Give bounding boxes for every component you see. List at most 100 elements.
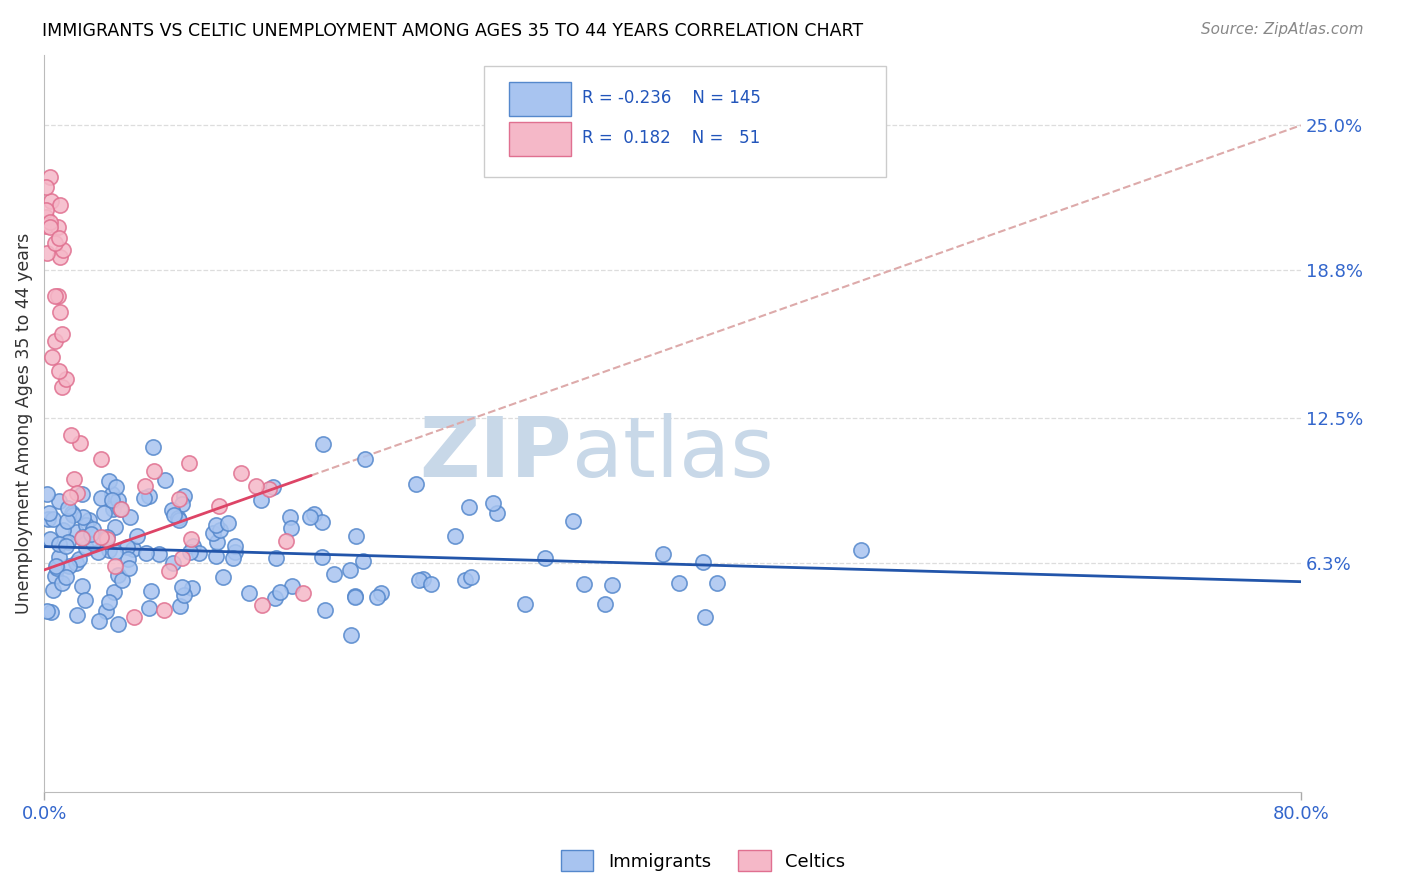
Point xyxy=(222,551,245,566)
Point xyxy=(65,556,87,570)
Point xyxy=(56,514,79,528)
Text: R =  0.182    N =   51: R = 0.182 N = 51 xyxy=(582,129,761,147)
Point xyxy=(692,555,714,569)
Point xyxy=(44,289,66,303)
Point xyxy=(37,487,59,501)
Point xyxy=(55,371,77,385)
Point xyxy=(593,597,616,611)
Point xyxy=(108,502,131,516)
Point xyxy=(157,565,180,579)
Point xyxy=(107,616,129,631)
Point xyxy=(52,523,75,537)
Point xyxy=(72,487,94,501)
Point xyxy=(44,334,66,348)
Point xyxy=(167,511,190,525)
Point xyxy=(370,586,392,600)
Point xyxy=(75,541,97,556)
Point xyxy=(41,350,63,364)
Point xyxy=(278,509,301,524)
Point xyxy=(264,591,287,605)
Point xyxy=(39,605,62,619)
Point xyxy=(238,586,260,600)
Point xyxy=(42,512,65,526)
Point xyxy=(572,577,595,591)
Point xyxy=(706,575,728,590)
Point xyxy=(118,560,141,574)
Point xyxy=(202,526,225,541)
Point xyxy=(48,550,70,565)
Point xyxy=(96,530,118,544)
Point xyxy=(35,219,58,233)
Point xyxy=(245,479,267,493)
Point xyxy=(453,573,475,587)
Point xyxy=(162,503,184,517)
Point xyxy=(257,483,280,497)
Point xyxy=(37,512,59,526)
Point xyxy=(111,573,134,587)
Point xyxy=(101,487,124,501)
Point xyxy=(148,547,170,561)
Point xyxy=(343,591,366,605)
Point xyxy=(170,581,193,595)
Point xyxy=(311,515,333,529)
Point xyxy=(52,243,75,257)
Point xyxy=(849,543,872,558)
Point xyxy=(49,198,72,212)
Point xyxy=(173,489,195,503)
Point xyxy=(264,550,287,565)
Point xyxy=(87,545,110,559)
Point xyxy=(103,520,125,534)
Y-axis label: Unemployment Among Ages 35 to 44 years: Unemployment Among Ages 35 to 44 years xyxy=(15,233,32,615)
Point xyxy=(90,491,112,505)
Point xyxy=(561,514,583,528)
Point xyxy=(600,577,623,591)
Point xyxy=(125,529,148,543)
Point xyxy=(276,534,298,549)
Point xyxy=(298,509,321,524)
Point xyxy=(69,435,91,450)
Point xyxy=(352,554,374,568)
Point xyxy=(97,594,120,608)
Point xyxy=(229,467,252,481)
Point xyxy=(457,500,479,514)
Point xyxy=(107,492,129,507)
Text: Source: ZipAtlas.com: Source: ZipAtlas.com xyxy=(1201,22,1364,37)
Point xyxy=(323,567,346,582)
Point xyxy=(98,542,121,557)
Point xyxy=(340,628,363,642)
Point xyxy=(44,235,66,250)
Point xyxy=(269,584,291,599)
Point xyxy=(179,545,201,559)
Point xyxy=(105,480,128,494)
Point xyxy=(169,492,191,507)
Point xyxy=(354,452,377,467)
Point xyxy=(117,541,139,555)
Point xyxy=(75,518,97,533)
Point xyxy=(292,585,315,599)
Point xyxy=(59,427,82,442)
Point xyxy=(211,570,233,584)
Point xyxy=(103,585,125,599)
Point xyxy=(314,603,336,617)
Point xyxy=(51,380,73,394)
Point xyxy=(96,533,118,547)
Point xyxy=(46,289,69,303)
Point xyxy=(138,600,160,615)
Point xyxy=(93,506,115,520)
Point xyxy=(34,180,56,194)
Point xyxy=(217,516,239,531)
Point xyxy=(444,529,467,543)
Point xyxy=(37,246,59,260)
Point xyxy=(405,476,427,491)
Point xyxy=(188,546,211,560)
Point xyxy=(51,326,73,341)
Point xyxy=(62,506,84,520)
Point xyxy=(179,456,201,470)
Point xyxy=(419,577,441,591)
Point xyxy=(72,530,94,544)
Point xyxy=(66,608,89,623)
Point xyxy=(44,568,66,582)
Point xyxy=(460,570,482,584)
Point xyxy=(35,203,58,218)
Point xyxy=(72,509,94,524)
